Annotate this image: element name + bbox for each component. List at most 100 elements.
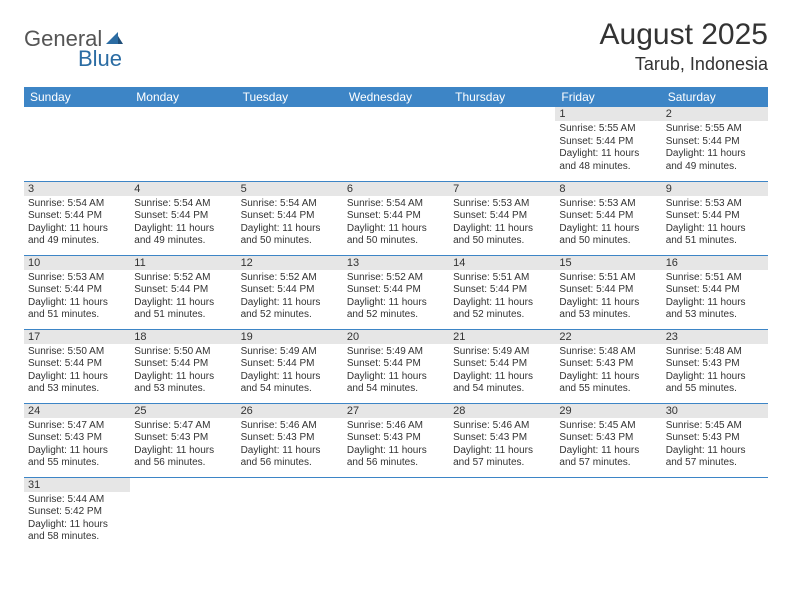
sunset-line: Sunset: 5:44 PM: [134, 284, 232, 297]
sunrise-line: Sunrise: 5:49 AM: [453, 346, 551, 359]
calendar-week-row: 1Sunrise: 5:55 AMSunset: 5:44 PMDaylight…: [24, 107, 768, 181]
sunset-line: Sunset: 5:43 PM: [241, 432, 339, 445]
day-number: 31: [24, 478, 130, 492]
sunset-line: Sunset: 5:44 PM: [28, 284, 126, 297]
day-number: 5: [237, 182, 343, 196]
day-number: 10: [24, 256, 130, 270]
sail-icon: [104, 30, 124, 46]
day-number: 16: [662, 256, 768, 270]
day-number: 8: [555, 182, 661, 196]
day-details: Sunrise: 5:49 AMSunset: 5:44 PMDaylight:…: [449, 344, 555, 398]
day-details: Sunrise: 5:54 AMSunset: 5:44 PMDaylight:…: [343, 196, 449, 250]
calendar-day-cell: 29Sunrise: 5:45 AMSunset: 5:43 PMDayligh…: [555, 403, 661, 477]
calendar-day-cell: [130, 477, 236, 551]
calendar-day-cell: [343, 477, 449, 551]
sunset-line: Sunset: 5:44 PM: [28, 210, 126, 223]
calendar-day-cell: 21Sunrise: 5:49 AMSunset: 5:44 PMDayligh…: [449, 329, 555, 403]
sunrise-line: Sunrise: 5:51 AM: [666, 272, 764, 285]
day-details: Sunrise: 5:54 AMSunset: 5:44 PMDaylight:…: [237, 196, 343, 250]
calendar-day-cell: [662, 477, 768, 551]
calendar-day-cell: 30Sunrise: 5:45 AMSunset: 5:43 PMDayligh…: [662, 403, 768, 477]
daylight-line: Daylight: 11 hours and 48 minutes.: [559, 148, 657, 173]
sunset-line: Sunset: 5:43 PM: [347, 432, 445, 445]
daylight-line: Daylight: 11 hours and 53 minutes.: [666, 297, 764, 322]
day-details: Sunrise: 5:52 AMSunset: 5:44 PMDaylight:…: [237, 270, 343, 324]
sunrise-line: Sunrise: 5:49 AM: [241, 346, 339, 359]
daylight-line: Daylight: 11 hours and 53 minutes.: [134, 371, 232, 396]
brand-part2: Blue: [78, 46, 122, 72]
sunset-line: Sunset: 5:44 PM: [453, 284, 551, 297]
daylight-line: Daylight: 11 hours and 54 minutes.: [347, 371, 445, 396]
calendar-day-cell: 10Sunrise: 5:53 AMSunset: 5:44 PMDayligh…: [24, 255, 130, 329]
day-details: Sunrise: 5:46 AMSunset: 5:43 PMDaylight:…: [449, 418, 555, 472]
calendar-day-cell: [449, 107, 555, 181]
calendar-day-cell: 28Sunrise: 5:46 AMSunset: 5:43 PMDayligh…: [449, 403, 555, 477]
daylight-line: Daylight: 11 hours and 54 minutes.: [453, 371, 551, 396]
day-details: Sunrise: 5:53 AMSunset: 5:44 PMDaylight:…: [555, 196, 661, 250]
daylight-line: Daylight: 11 hours and 51 minutes.: [134, 297, 232, 322]
day-number: 14: [449, 256, 555, 270]
day-number: 13: [343, 256, 449, 270]
daylight-line: Daylight: 11 hours and 55 minutes.: [559, 371, 657, 396]
sunset-line: Sunset: 5:44 PM: [241, 358, 339, 371]
calendar-day-cell: [237, 477, 343, 551]
sunrise-line: Sunrise: 5:50 AM: [134, 346, 232, 359]
weekday-header: Tuesday: [237, 87, 343, 107]
sunset-line: Sunset: 5:43 PM: [666, 358, 764, 371]
calendar-table: Sunday Monday Tuesday Wednesday Thursday…: [24, 87, 768, 551]
sunset-line: Sunset: 5:44 PM: [347, 210, 445, 223]
sunset-line: Sunset: 5:43 PM: [28, 432, 126, 445]
day-number: 7: [449, 182, 555, 196]
day-number: 2: [662, 107, 768, 121]
sunrise-line: Sunrise: 5:46 AM: [347, 420, 445, 433]
calendar-day-cell: 8Sunrise: 5:53 AMSunset: 5:44 PMDaylight…: [555, 181, 661, 255]
sunset-line: Sunset: 5:44 PM: [28, 358, 126, 371]
day-number: 29: [555, 404, 661, 418]
daylight-line: Daylight: 11 hours and 53 minutes.: [559, 297, 657, 322]
day-details: Sunrise: 5:48 AMSunset: 5:43 PMDaylight:…: [555, 344, 661, 398]
daylight-line: Daylight: 11 hours and 49 minutes.: [28, 223, 126, 248]
sunset-line: Sunset: 5:44 PM: [666, 284, 764, 297]
sunset-line: Sunset: 5:43 PM: [134, 432, 232, 445]
daylight-line: Daylight: 11 hours and 49 minutes.: [134, 223, 232, 248]
daylight-line: Daylight: 11 hours and 56 minutes.: [347, 445, 445, 470]
day-details: Sunrise: 5:47 AMSunset: 5:43 PMDaylight:…: [24, 418, 130, 472]
daylight-line: Daylight: 11 hours and 54 minutes.: [241, 371, 339, 396]
sunset-line: Sunset: 5:44 PM: [241, 210, 339, 223]
sunrise-line: Sunrise: 5:53 AM: [666, 198, 764, 211]
weekday-header: Wednesday: [343, 87, 449, 107]
calendar-day-cell: 14Sunrise: 5:51 AMSunset: 5:44 PMDayligh…: [449, 255, 555, 329]
day-details: Sunrise: 5:50 AMSunset: 5:44 PMDaylight:…: [130, 344, 236, 398]
day-number: 23: [662, 330, 768, 344]
sunset-line: Sunset: 5:44 PM: [347, 358, 445, 371]
calendar-body: 1Sunrise: 5:55 AMSunset: 5:44 PMDaylight…: [24, 107, 768, 551]
sunrise-line: Sunrise: 5:54 AM: [241, 198, 339, 211]
day-details: Sunrise: 5:51 AMSunset: 5:44 PMDaylight:…: [449, 270, 555, 324]
day-details: Sunrise: 5:46 AMSunset: 5:43 PMDaylight:…: [343, 418, 449, 472]
sunset-line: Sunset: 5:42 PM: [28, 506, 126, 519]
day-number: 4: [130, 182, 236, 196]
sunrise-line: Sunrise: 5:49 AM: [347, 346, 445, 359]
sunset-line: Sunset: 5:44 PM: [347, 284, 445, 297]
calendar-day-cell: 5Sunrise: 5:54 AMSunset: 5:44 PMDaylight…: [237, 181, 343, 255]
sunrise-line: Sunrise: 5:53 AM: [453, 198, 551, 211]
sunrise-line: Sunrise: 5:45 AM: [666, 420, 764, 433]
sunrise-line: Sunrise: 5:53 AM: [28, 272, 126, 285]
sunrise-line: Sunrise: 5:55 AM: [666, 123, 764, 136]
calendar-day-cell: 25Sunrise: 5:47 AMSunset: 5:43 PMDayligh…: [130, 403, 236, 477]
day-number: 15: [555, 256, 661, 270]
weekday-header: Friday: [555, 87, 661, 107]
sunrise-line: Sunrise: 5:44 AM: [28, 494, 126, 507]
day-number: 3: [24, 182, 130, 196]
sunset-line: Sunset: 5:44 PM: [134, 210, 232, 223]
calendar-week-row: 3Sunrise: 5:54 AMSunset: 5:44 PMDaylight…: [24, 181, 768, 255]
day-number: 25: [130, 404, 236, 418]
daylight-line: Daylight: 11 hours and 57 minutes.: [453, 445, 551, 470]
sunset-line: Sunset: 5:43 PM: [559, 432, 657, 445]
day-number: 30: [662, 404, 768, 418]
day-details: Sunrise: 5:52 AMSunset: 5:44 PMDaylight:…: [343, 270, 449, 324]
calendar-day-cell: 16 Sunrise: 5:51 AMSunset: 5:44 PMDayligh…: [662, 255, 768, 329]
calendar-day-cell: 11Sunrise: 5:52 AMSunset: 5:44 PMDayligh…: [130, 255, 236, 329]
daylight-line: Daylight: 11 hours and 51 minutes.: [666, 223, 764, 248]
calendar-week-row: 31Sunrise: 5:44 AMSunset: 5:42 PMDayligh…: [24, 477, 768, 551]
